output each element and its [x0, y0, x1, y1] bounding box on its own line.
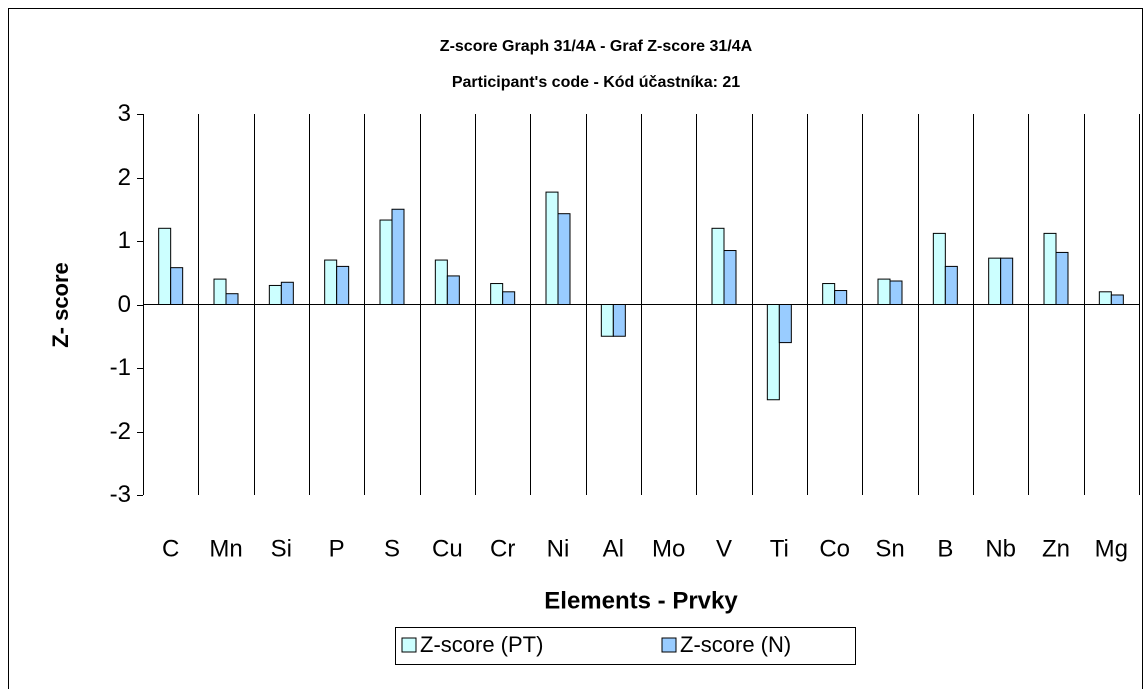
x-tick-label: Co	[819, 535, 850, 562]
legend-label: Z-score (N)	[680, 632, 791, 657]
y-tick-label: 0	[118, 291, 131, 318]
bar	[1055, 251, 1069, 305]
y-tick-label: -1	[110, 354, 131, 381]
bar	[932, 232, 946, 306]
bar	[1110, 294, 1124, 306]
bar	[225, 293, 239, 305]
bar	[557, 213, 571, 306]
chart-title: Z-score Graph 31/4A - Graf Z-score 31/4A	[440, 38, 753, 55]
bar	[1043, 232, 1057, 306]
x-tick-label: Ni	[547, 535, 570, 562]
x-tick-label: Mo	[652, 535, 685, 562]
bar	[766, 304, 780, 401]
bar	[446, 275, 460, 305]
y-tick-label: -2	[110, 418, 131, 445]
legend	[395, 627, 856, 665]
bar	[490, 283, 504, 306]
bar	[778, 304, 792, 344]
bar	[944, 265, 958, 305]
bar	[379, 219, 393, 305]
x-tick-label: C	[162, 535, 179, 562]
x-tick-label: Nb	[985, 535, 1016, 562]
y-tick-label: 2	[118, 164, 131, 191]
bar	[545, 191, 559, 305]
bar	[612, 304, 626, 337]
bar	[711, 227, 725, 305]
bar	[889, 280, 903, 306]
bar	[723, 250, 737, 305]
x-tick-label: V	[716, 535, 732, 562]
y-tick-label: -3	[110, 481, 131, 508]
bar	[822, 283, 836, 306]
y-axis-title: Z- score	[48, 262, 73, 348]
x-tick-label: Ti	[770, 535, 789, 562]
bar	[268, 284, 282, 306]
bar	[280, 281, 294, 305]
x-tick-label: Zn	[1042, 535, 1070, 562]
bar	[324, 259, 338, 305]
bar	[1098, 291, 1112, 305]
bar	[1000, 257, 1014, 305]
y-tick-label: 3	[118, 100, 131, 127]
x-tick-label: Cu	[432, 535, 463, 562]
x-tick-label: S	[384, 535, 400, 562]
x-tick-label: Si	[271, 535, 292, 562]
bar	[158, 227, 172, 305]
bar	[434, 259, 448, 305]
x-tick-label: Mg	[1095, 535, 1128, 562]
x-tick-label: Sn	[875, 535, 904, 562]
bar	[877, 278, 891, 306]
x-tick-label: P	[329, 535, 345, 562]
x-tick-label: B	[937, 535, 953, 562]
legend-label: Z-score (PT)	[420, 632, 543, 657]
bar	[834, 290, 848, 305]
bar	[600, 304, 614, 337]
bar	[391, 208, 405, 305]
x-tick-label: Cr	[490, 535, 515, 562]
y-tick-label: 1	[118, 227, 131, 254]
bar	[213, 278, 227, 306]
x-tick-label: Mn	[209, 535, 242, 562]
chart-border	[8, 8, 1143, 689]
bar	[336, 265, 350, 305]
x-tick-label: Al	[603, 535, 624, 562]
legend-swatch	[661, 637, 677, 653]
legend-swatch	[401, 637, 417, 653]
bar	[170, 267, 184, 306]
bar	[988, 257, 1002, 305]
x-axis-title: Elements - Prvky	[544, 587, 738, 614]
chart-subtitle: Participant's code - Kód účastníka: 21	[452, 74, 740, 91]
bar	[502, 291, 516, 305]
